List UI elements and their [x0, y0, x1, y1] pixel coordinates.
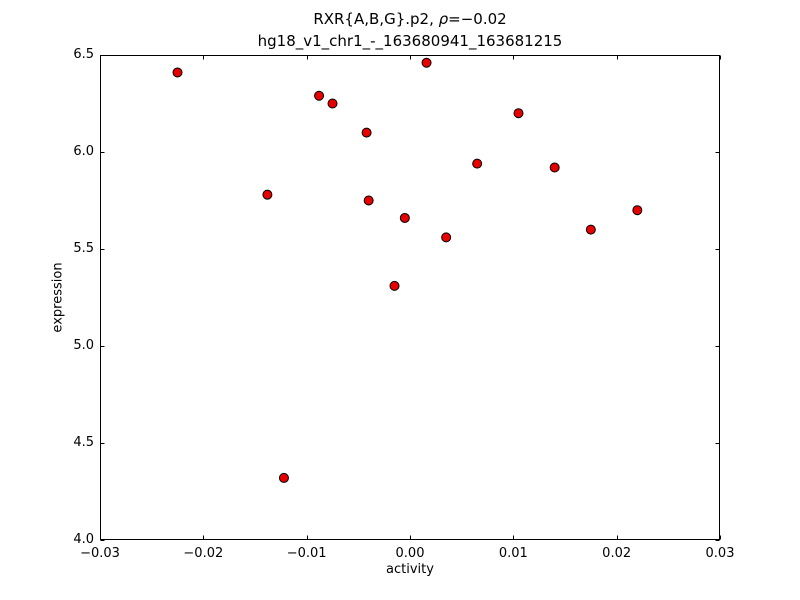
data-point — [361, 127, 372, 138]
axis-ticks — [100, 55, 721, 541]
rho-symbol: ρ — [438, 10, 449, 28]
chart-title-block: RXR{A,B,G}.p2, ρ=−0.02 hg18_v1_chr1_-_16… — [100, 8, 720, 52]
plot-frame — [100, 55, 720, 540]
data-point — [262, 189, 273, 200]
data-point — [314, 90, 325, 101]
y-tick-label: 4.5 — [73, 435, 94, 450]
data-point — [278, 472, 289, 483]
x-axis-label: activity — [386, 562, 434, 577]
x-tick-label: 0.03 — [705, 546, 735, 561]
y-tick-label: 6.0 — [73, 144, 94, 159]
y-tick-label: 6.5 — [73, 47, 94, 62]
x-tick-label: 0.00 — [395, 546, 425, 561]
data-point — [389, 280, 400, 291]
chart-subtitle: hg18_v1_chr1_-_163680941_163681215 — [257, 32, 563, 50]
data-point — [421, 57, 432, 68]
data-point — [399, 212, 410, 223]
y-tick-label: 5.0 — [73, 338, 94, 353]
data-point — [327, 98, 338, 109]
data-point — [441, 232, 452, 243]
data-point — [632, 205, 643, 216]
data-points — [172, 57, 643, 483]
y-tick-label: 4.0 — [73, 532, 94, 547]
data-point — [172, 67, 183, 78]
x-tick-label: −0.03 — [80, 546, 120, 561]
x-tick-label: −0.02 — [183, 546, 224, 561]
data-point — [363, 195, 374, 206]
data-point — [513, 108, 524, 119]
y-axis-label: expression — [50, 262, 66, 333]
data-point — [472, 158, 483, 169]
y-tick-label: 5.5 — [73, 241, 94, 256]
chart-title: RXR{A,B,G}.p2, ρ=−0.02 — [100, 8, 720, 30]
x-tick-label: 0.01 — [498, 546, 528, 561]
scatter-plot — [100, 55, 721, 541]
data-point — [585, 224, 596, 235]
data-point — [549, 162, 560, 173]
title-correlation-value: =−0.02 — [448, 10, 507, 28]
x-tick-label: 0.02 — [602, 546, 632, 561]
title-gene-label: RXR{A,B,G}.p2, — [313, 10, 439, 28]
x-tick-label: −0.01 — [286, 546, 327, 561]
